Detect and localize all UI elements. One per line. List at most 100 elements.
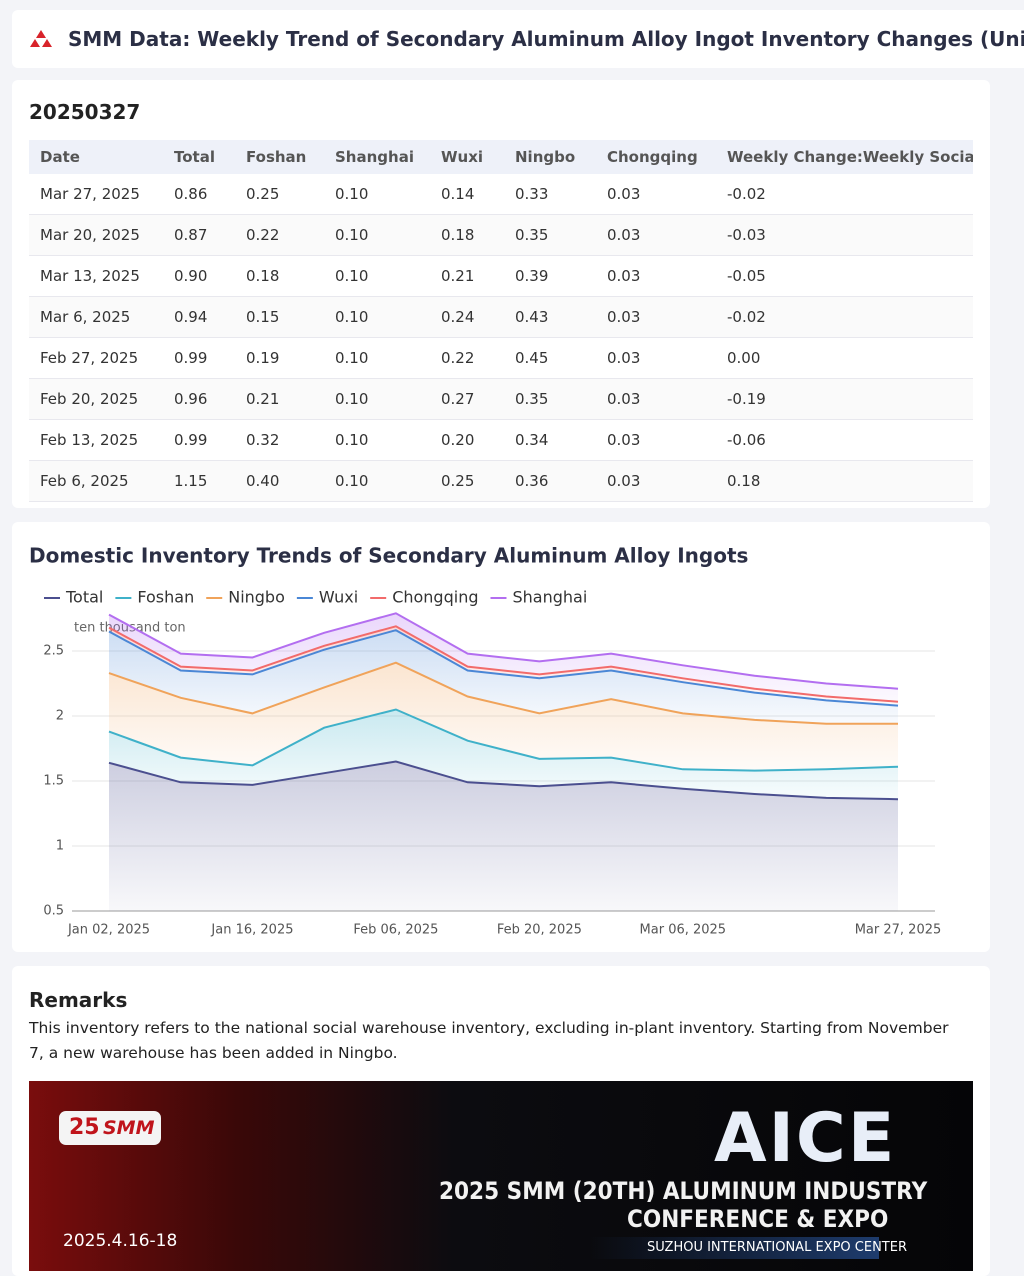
series-line [108, 661, 898, 725]
chart-title: Domestic Inventory Trends of Secondary A… [29, 544, 748, 568]
chart: Domestic Inventory Trends of Secondary A… [29, 544, 941, 938]
x-tick-label: Feb 20, 2025 [497, 923, 582, 938]
table-cell: 0.14 [430, 174, 504, 215]
header-row: Date Total Foshan Shanghai Wuxi Ningbo Chongqi… [29, 140, 973, 174]
table-cell: 0.03 [596, 214, 716, 256]
table-cell: 0.15 [235, 296, 324, 338]
banner-venue: SUZHOU INTERNATIONAL EXPO CENTER [647, 1240, 907, 1255]
table-cell: -0.06 [716, 419, 973, 461]
column-header: Ningbo [504, 140, 596, 174]
column-header: Weekly Change:Weekly Social I [716, 140, 973, 174]
table-cell: 0.03 [596, 419, 716, 461]
y-tick-label: 1 [56, 839, 64, 854]
x-tick-label: Jan 02, 2025 [67, 923, 150, 938]
table-cell: 0.10 [324, 214, 430, 256]
table-cell: 0.35 [504, 378, 596, 420]
series-line [108, 760, 899, 801]
area-fill [109, 662, 898, 771]
table-row: Feb 20, 2025 0.96 0.21 0.10 0.27 0.35 0.03 -0.1… [29, 378, 973, 420]
x-tick-label: Mar 06, 2025 [640, 923, 727, 938]
banner-line2: CONFERENCE & EXPO [627, 1205, 889, 1233]
table-cell: 0.10 [324, 378, 430, 420]
header-card: SMM Data: Weekly Trend of Secondary Alum… [12, 10, 1024, 68]
table-cell: 0.24 [430, 296, 504, 338]
banner-date: 2025.4.16-18 [63, 1231, 178, 1251]
table-cell: 0.10 [324, 255, 430, 297]
table-cell: Mar 27, 2025 [29, 174, 163, 215]
table-row: Mar 27, 2025 0.86 0.25 0.10 0.14 0.33 0.03 -0.0… [29, 174, 973, 215]
page-title: SMM Data: Weekly Trend of Secondary Alum… [68, 27, 1024, 51]
table-cell: 0.10 [324, 337, 430, 379]
table-card: 20250327 Date Total Foshan Shanghai Wuxi Ning… [12, 80, 990, 508]
table-cell: 0.32 [235, 419, 324, 461]
series-line [108, 629, 899, 707]
y-tick-label: 0.5 [43, 904, 64, 919]
table-cell: 0.33 [504, 174, 596, 215]
area-fill [109, 630, 898, 724]
table-cell: 0.90 [163, 255, 235, 297]
series-line [108, 708, 899, 772]
column-header: Date [29, 140, 163, 174]
column-header: Foshan [235, 140, 324, 174]
table-cell: 0.03 [596, 255, 716, 297]
table-cell: 0.34 [504, 419, 596, 461]
chart-card: Domestic Inventory Trends of Secondary A… [12, 522, 990, 952]
table-cell: 0.03 [596, 296, 716, 338]
x-tick-label: Jan 16, 2025 [210, 923, 293, 938]
table-cell: 0.35 [504, 214, 596, 256]
remarks-text: This inventory refers to the national so… [29, 1019, 949, 1062]
column-header: Shanghai [324, 140, 430, 174]
area-fill [109, 709, 898, 800]
table-cell: 0.87 [163, 214, 235, 256]
logo-icon [30, 30, 52, 47]
table-row: Mar 20, 2025 0.87 0.22 0.10 0.18 0.35 0.03 -0.0… [29, 214, 973, 256]
table-cell: -0.02 [716, 174, 973, 215]
table-cell: Mar 20, 2025 [29, 214, 163, 256]
table-row: Mar 13, 2025 0.90 0.18 0.10 0.21 0.39 0.03 -0.0… [29, 255, 973, 297]
table-cell: 0.25 [235, 174, 324, 215]
badge-number: 25 [69, 1115, 100, 1140]
table-cell: 0.36 [504, 460, 596, 502]
table-cell: Feb 20, 2025 [29, 378, 163, 420]
series-line [108, 612, 899, 690]
table-cell: Feb 13, 2025 [29, 419, 163, 461]
table-cell: Feb 27, 2025 [29, 337, 163, 379]
table-cell: 0.10 [324, 296, 430, 338]
table-cell: Mar 6, 2025 [29, 296, 163, 338]
table-cell: 0.45 [504, 337, 596, 379]
table-cell: -0.05 [716, 255, 973, 297]
table-cell: -0.19 [716, 378, 973, 420]
table-cell: 0.21 [235, 378, 324, 420]
column-header: Total [163, 140, 235, 174]
venue-bar: SUZHOU INTERNATIONAL EXPO CENTER [589, 1237, 907, 1259]
table-body: Mar 27, 2025 0.86 0.25 0.10 0.14 0.33 0.03 -0.0… [29, 174, 973, 502]
table-cell: 0.21 [430, 255, 504, 297]
table-row: Feb 27, 2025 0.99 0.19 0.10 0.22 0.45 0.03 0.00 [29, 337, 973, 379]
table-cell: 0.94 [163, 296, 235, 338]
y-tick-label: 2 [56, 709, 64, 724]
table-cell: -0.02 [716, 296, 973, 338]
remarks-card: Remarks This inventory refers to the nat… [12, 966, 990, 1276]
table-row: Mar 6, 2025 0.94 0.15 0.10 0.24 0.43 0.03 -0.02 [29, 296, 973, 338]
legend-label: Ningbo [228, 588, 285, 607]
data-table: Date Total Foshan Shanghai Wuxi Ningbo Chongqi… [29, 140, 973, 502]
table-cell: 0.25 [430, 460, 504, 502]
legend-label: Total [65, 588, 103, 607]
x-tick-label: Feb 06, 2025 [353, 923, 438, 938]
column-header: Wuxi [430, 140, 504, 174]
legend-label: Foshan [137, 588, 194, 607]
table-cell: 0.03 [596, 460, 716, 502]
legend-label: Wuxi [319, 588, 358, 607]
table-cell: 0.18 [430, 214, 504, 256]
table-cell: 0.99 [163, 419, 235, 461]
event-banner: 25 SMM AICE 2025 SMM (20TH) ALUMINUM IND… [29, 1081, 973, 1271]
table-cell: 0.39 [504, 255, 596, 297]
y-tick-label: 2.5 [43, 644, 64, 659]
area-fill [109, 761, 898, 911]
table-cell: 0.10 [324, 460, 430, 502]
table-cell: 0.00 [716, 337, 973, 379]
column-header: Chongqing [596, 140, 716, 174]
remarks-title: Remarks [29, 988, 128, 1012]
